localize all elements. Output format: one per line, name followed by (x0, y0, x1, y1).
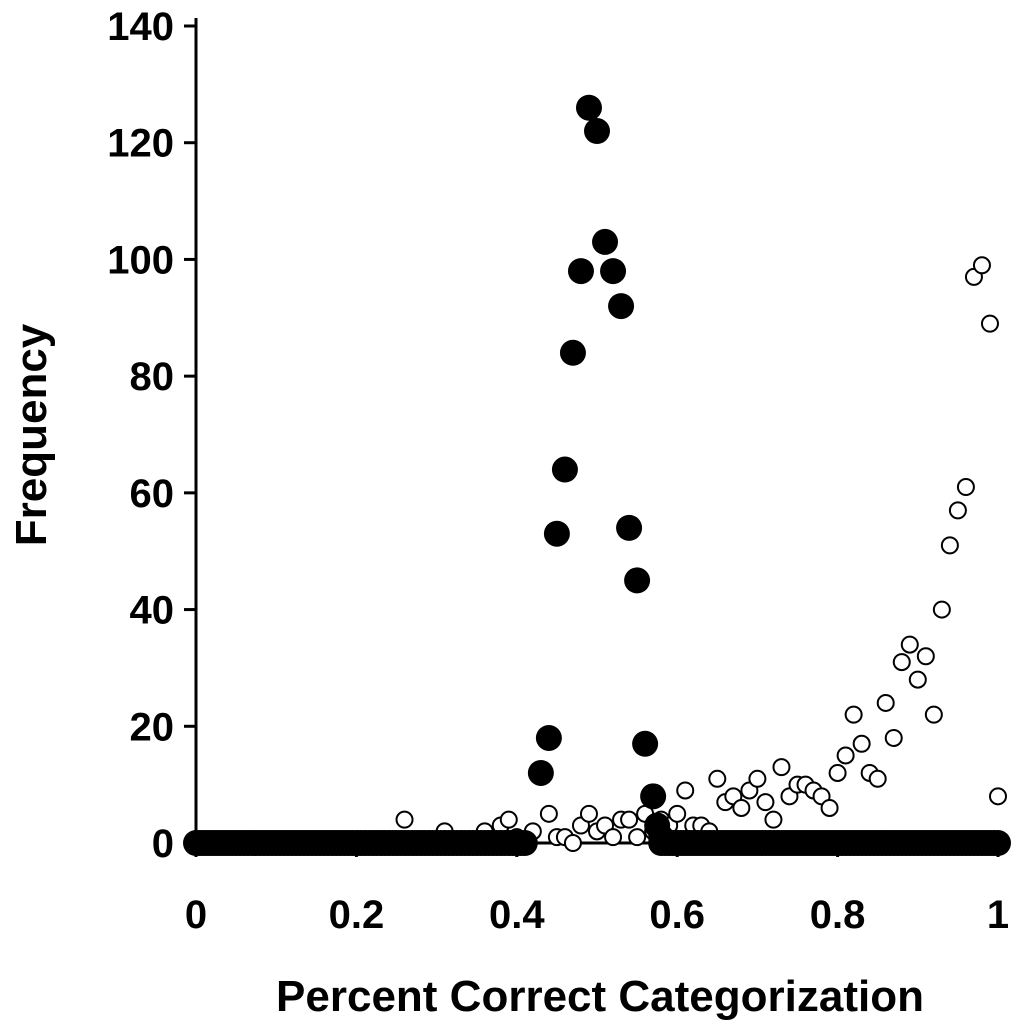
filled-point (624, 567, 651, 594)
filled-point (567, 258, 594, 285)
open-point (908, 670, 927, 689)
filled-point (543, 520, 570, 547)
open-point (948, 501, 967, 520)
open-point (668, 804, 687, 823)
filled-point (535, 724, 562, 751)
open-circle-series (395, 256, 1007, 852)
y-tick-label: 100 (107, 238, 174, 282)
filled-point (592, 228, 619, 255)
x-tick-label: 0 (185, 893, 207, 937)
open-point (563, 834, 582, 852)
filled-point (632, 730, 659, 757)
filled-circle-series (183, 94, 1011, 856)
open-point (708, 769, 727, 788)
open-point (499, 810, 518, 829)
open-point (764, 810, 783, 829)
open-point (980, 314, 999, 333)
open-point (956, 478, 975, 497)
filled-point (584, 118, 610, 145)
open-point (836, 746, 855, 765)
open-point (628, 828, 647, 847)
filled-point (616, 514, 643, 541)
x-tick-label: 0.8 (810, 893, 866, 937)
x-tick-label: 0.4 (489, 893, 545, 937)
open-point (772, 758, 791, 777)
filled-point (511, 830, 538, 856)
open-point (820, 798, 839, 817)
y-tick-label: 40 (130, 589, 175, 633)
open-point (900, 635, 919, 654)
open-point (620, 810, 639, 829)
open-point (972, 256, 991, 275)
open-point (844, 705, 863, 724)
open-point (932, 600, 951, 619)
x-tick-label: 0.2 (329, 893, 385, 937)
open-point (604, 828, 623, 847)
y-tick-label: 20 (130, 705, 175, 749)
filled-point (600, 258, 627, 285)
filled-point (559, 339, 586, 366)
filled-point (608, 293, 635, 320)
x-axis-title: Percent Correct Categorization (276, 972, 924, 1021)
open-point (852, 734, 871, 753)
filled-point (527, 759, 554, 786)
open-point (924, 705, 943, 724)
open-point (828, 763, 847, 782)
tick-labels: 0 20 40 60 80 100 120 140 0 0.2 0.4 0.6 0.8 1 (107, 5, 1009, 937)
open-point (884, 728, 903, 747)
open-point (940, 536, 959, 555)
open-point (892, 653, 911, 672)
open-point (579, 804, 598, 823)
open-point (732, 798, 751, 817)
axes (184, 18, 1000, 857)
open-point (989, 787, 1007, 806)
open-point (539, 804, 558, 823)
filled-point (985, 830, 1011, 856)
filled-point (648, 824, 675, 851)
open-point (748, 769, 767, 788)
open-point (756, 793, 775, 812)
filled-point (575, 94, 602, 121)
open-point (876, 693, 895, 712)
x-tick-label: 1 (987, 893, 1009, 937)
y-tick-label: 140 (107, 5, 174, 49)
open-point (395, 810, 414, 829)
x-tick-label: 0.6 (649, 893, 705, 937)
open-point (676, 781, 695, 800)
filled-point (551, 456, 578, 483)
open-point (916, 647, 935, 666)
filled-point (640, 783, 667, 810)
y-tick-label: 60 (130, 472, 175, 516)
y-tick-label: 0 (152, 822, 174, 866)
y-tick-label: 120 (107, 122, 174, 166)
y-tick-label: 80 (130, 355, 175, 399)
open-point (868, 769, 887, 788)
y-axis-title: Frequency (7, 323, 56, 546)
